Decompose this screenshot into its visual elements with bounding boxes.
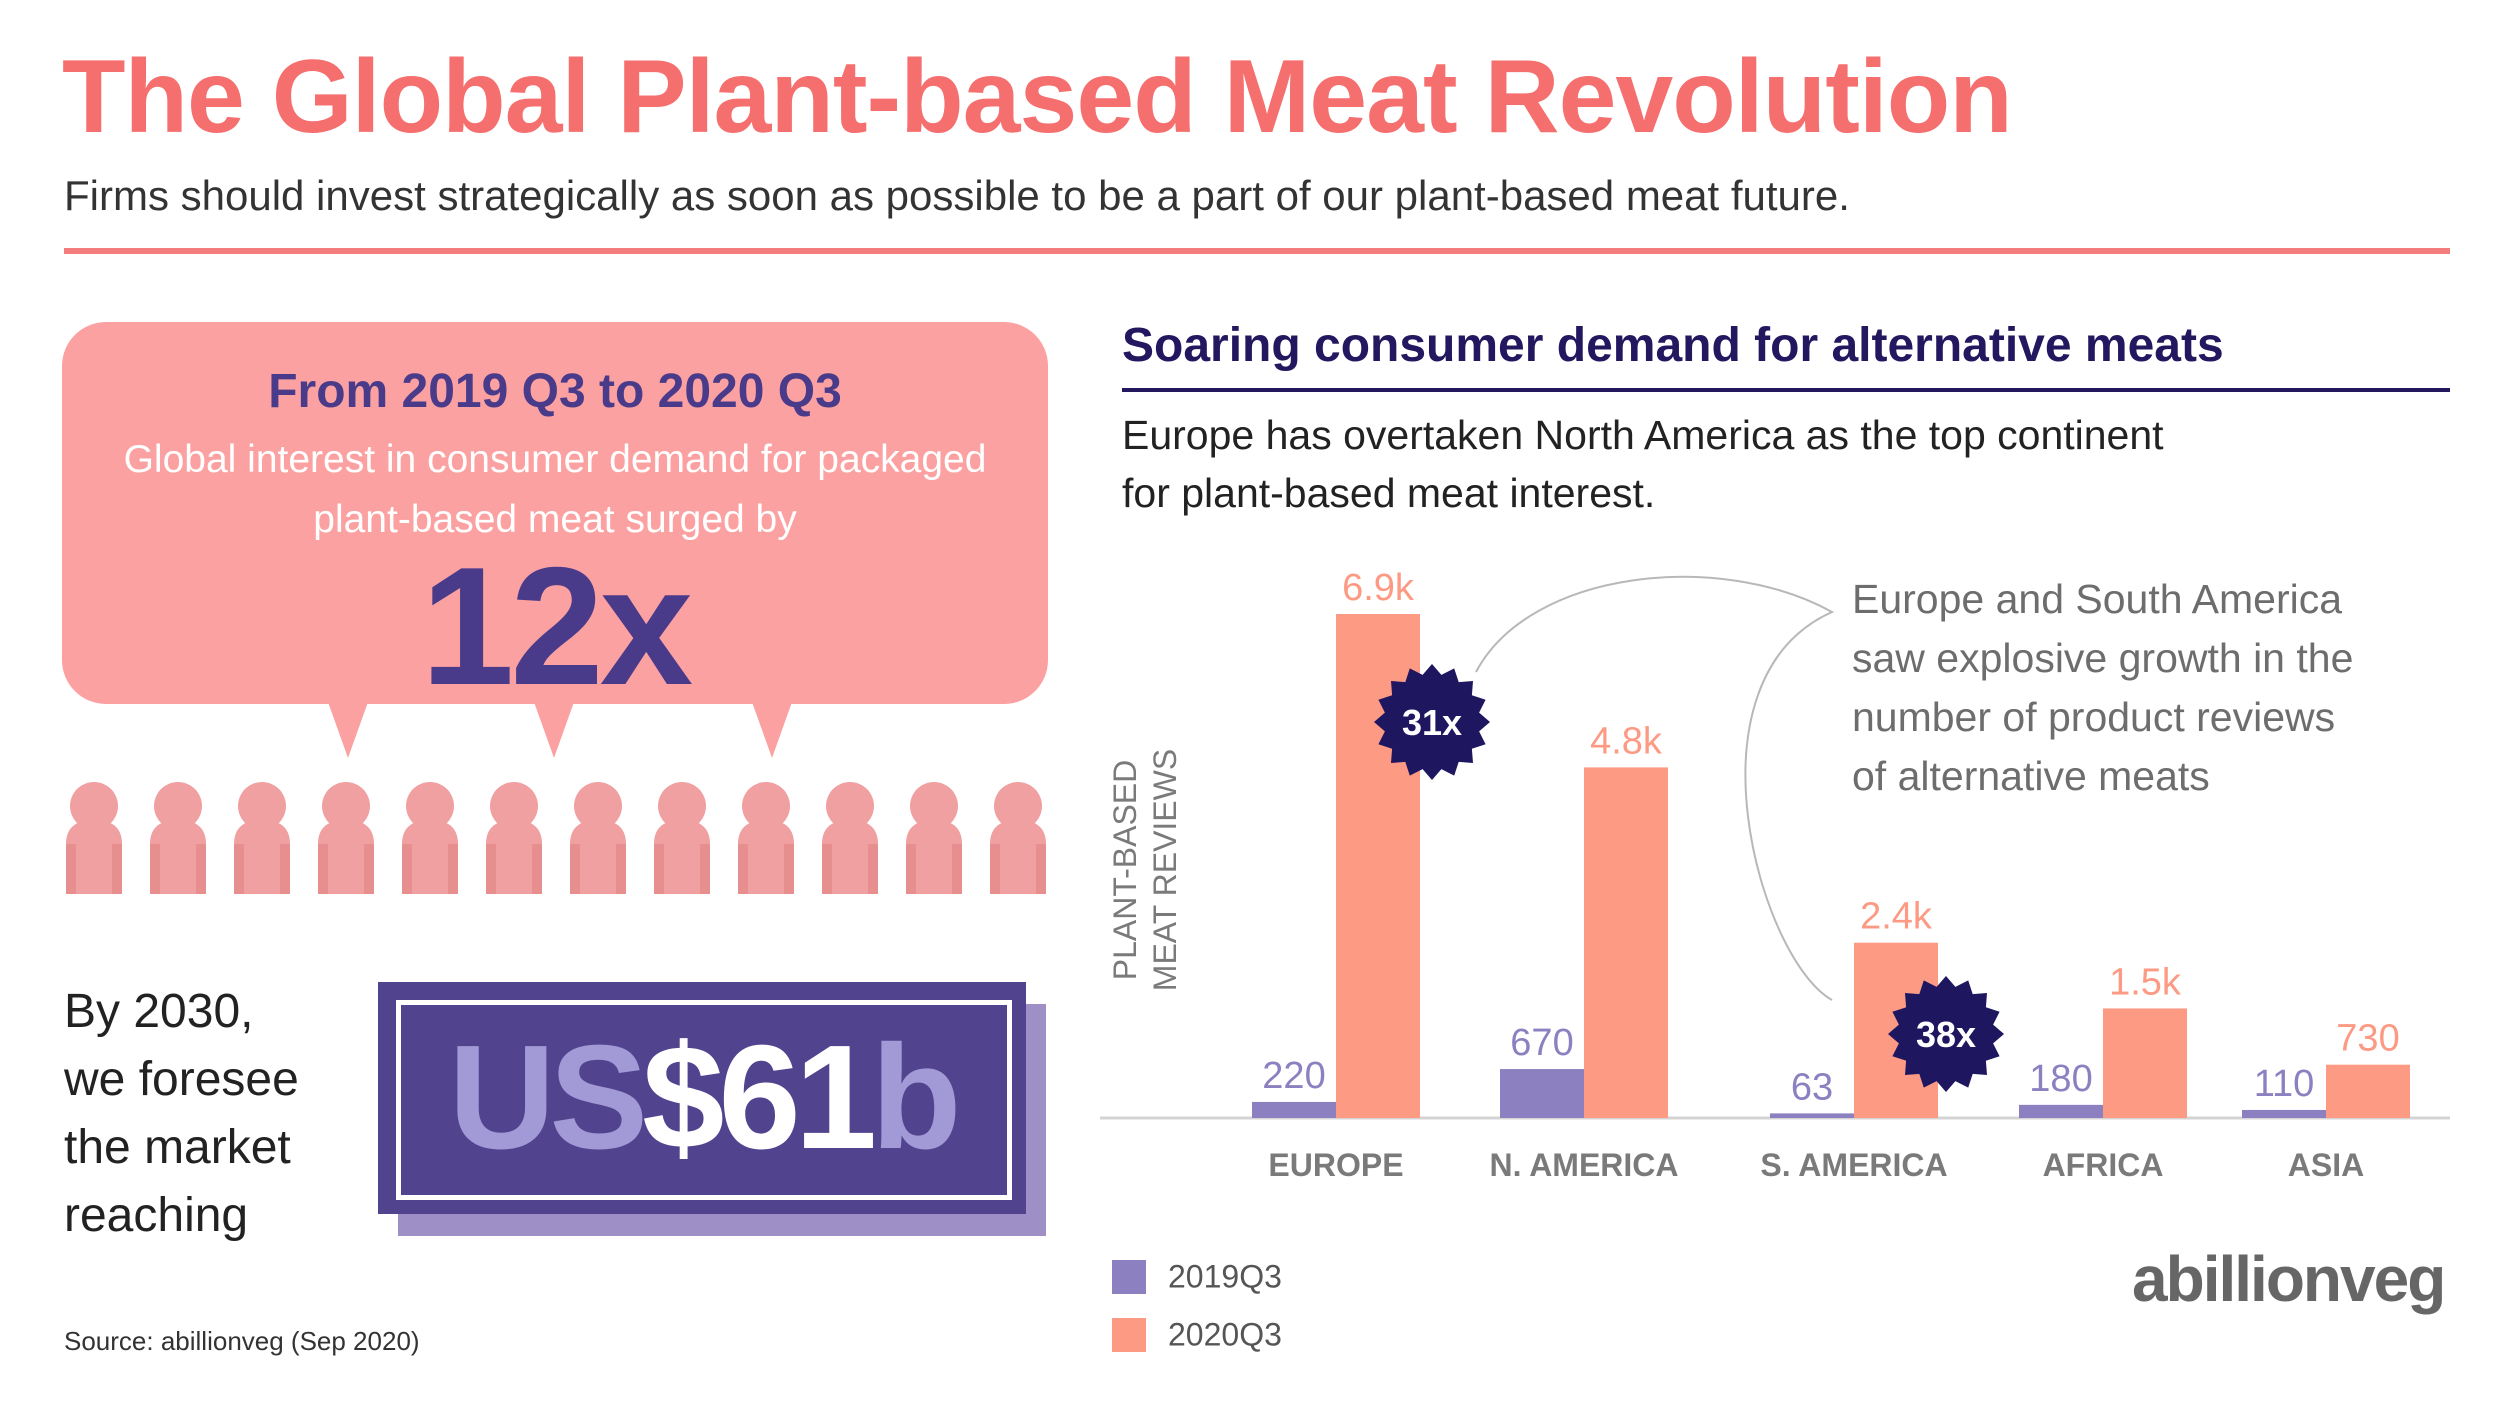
- bar-2019q3-4: [2242, 1109, 2326, 1118]
- chart-annotation-note: Europe and South America saw explosive g…: [1852, 570, 2353, 806]
- section-text-line: Europe has overtaken North America as th…: [1122, 412, 2164, 458]
- forecast-line: we foresee: [64, 1053, 299, 1106]
- x-tick-label: ASIA: [2288, 1147, 2364, 1183]
- person-icon: [318, 782, 374, 894]
- data-label: 180: [2029, 1058, 2092, 1100]
- growth-badge-label: 31x: [1402, 702, 1462, 743]
- legend-label: 2020Q3: [1168, 1316, 1282, 1353]
- note-line: Europe and South America: [1852, 576, 2343, 622]
- bubble-text: Global interest in consumer demand for p…: [123, 438, 987, 541]
- data-label: 220: [1262, 1055, 1325, 1097]
- bar-2019q3-0: [1252, 1101, 1336, 1118]
- page-title: The Global Plant-based Meat Revolution: [62, 39, 2013, 155]
- bar-2019q3-3: [2019, 1104, 2103, 1118]
- section-text: Europe has overtaken North America as th…: [1122, 406, 2164, 522]
- note-line: number of product reviews: [1852, 694, 2336, 740]
- person-icon: [654, 782, 710, 894]
- brand-logo: abillionveg: [2132, 1243, 2446, 1315]
- bar-2020q3-1: [1584, 767, 1668, 1118]
- y-axis-label: PLANT-BASED MEAT REVIEWS: [1107, 749, 1183, 991]
- data-label: 6.9k: [1342, 567, 1415, 609]
- bubble-multiplier: 12x: [420, 532, 693, 720]
- growth-badge: [1888, 976, 2004, 1092]
- legend-item-2019: 2019Q3: [1112, 1254, 1282, 1295]
- bar-2020q3-3: [2103, 1008, 2187, 1118]
- legend-swatch: [1112, 1259, 1146, 1294]
- section-title: Soaring consumer demand for alternative …: [1122, 319, 2224, 372]
- legend-swatch: [1112, 1317, 1146, 1352]
- market-value: US$61b: [378, 1008, 1026, 1188]
- person-icon: [906, 782, 962, 894]
- growth-badge-label: 38x: [1916, 1014, 1976, 1055]
- person-icon: [486, 782, 542, 894]
- data-label: 2.4k: [1860, 896, 1933, 938]
- data-label: 4.8k: [1590, 720, 1663, 762]
- market-value-main: $61: [642, 1015, 877, 1180]
- data-label: 63: [1791, 1066, 1833, 1108]
- speech-bubble: From 2019 Q3 to 2020 Q3 Global interest …: [62, 322, 1048, 720]
- x-tick-label: S. AMERICA: [1760, 1147, 1947, 1183]
- forecast-text: By 2030, we foresee the market reaching: [64, 978, 299, 1250]
- market-value-box: [378, 982, 1026, 1214]
- x-tick-label: EUROPE: [1268, 1147, 1403, 1183]
- data-label: 670: [1510, 1022, 1573, 1064]
- bubble-tail: [328, 702, 368, 758]
- data-label: 1.5k: [2109, 961, 2182, 1003]
- person-icon: [150, 782, 206, 894]
- legend-label: 2019Q3: [1168, 1258, 1282, 1295]
- section-divider: [1122, 388, 2450, 392]
- section-text-line: for plant-based meat interest.: [1122, 470, 1656, 516]
- x-tick-label: AFRICA: [2043, 1147, 2164, 1183]
- bubble-heading: From 2019 Q3 to 2020 Q3: [268, 365, 842, 418]
- bar-2019q3-1: [1500, 1069, 1584, 1118]
- note-line: of alternative meats: [1852, 753, 2210, 799]
- data-label: 110: [2254, 1063, 2315, 1105]
- x-tick-label: N. AMERICA: [1489, 1147, 1678, 1183]
- bar-2020q3-4: [2326, 1064, 2410, 1118]
- bar-2019q3-2: [1770, 1113, 1854, 1118]
- growth-badge: [1374, 664, 1490, 780]
- people-illustration: [66, 782, 1046, 894]
- person-icon: [990, 782, 1046, 894]
- person-icon: [402, 782, 458, 894]
- market-value-frame: [396, 1000, 1012, 1200]
- bar-chart: PLANT-BASED MEAT REVIEWS 220 6.9k EUROPE 670 4…: [1100, 567, 2450, 1183]
- callout-connector: [1475, 575, 1835, 1001]
- person-icon: [570, 782, 626, 894]
- header-divider: [64, 248, 2450, 254]
- forecast-line: By 2030,: [64, 985, 254, 1038]
- data-label: 730: [2336, 1018, 2399, 1060]
- bubble-tail: [534, 702, 574, 758]
- person-icon: [234, 782, 290, 894]
- person-icon: [738, 782, 794, 894]
- person-icon: [822, 782, 878, 894]
- forecast-line: reaching: [64, 1189, 249, 1242]
- person-icon: [66, 782, 122, 894]
- market-value-suffix: b: [871, 1015, 961, 1180]
- forecast-line: the market: [64, 1121, 291, 1174]
- bubble-tail: [752, 702, 792, 758]
- source-note: Source: abillionveg (Sep 2020): [64, 1326, 420, 1356]
- page-subtitle: Firms should invest strategically as soo…: [64, 172, 1850, 219]
- note-line: saw explosive growth in the: [1852, 635, 2354, 681]
- market-value-prefix: US: [448, 1015, 649, 1180]
- legend-item-2020: 2020Q3: [1112, 1312, 1282, 1353]
